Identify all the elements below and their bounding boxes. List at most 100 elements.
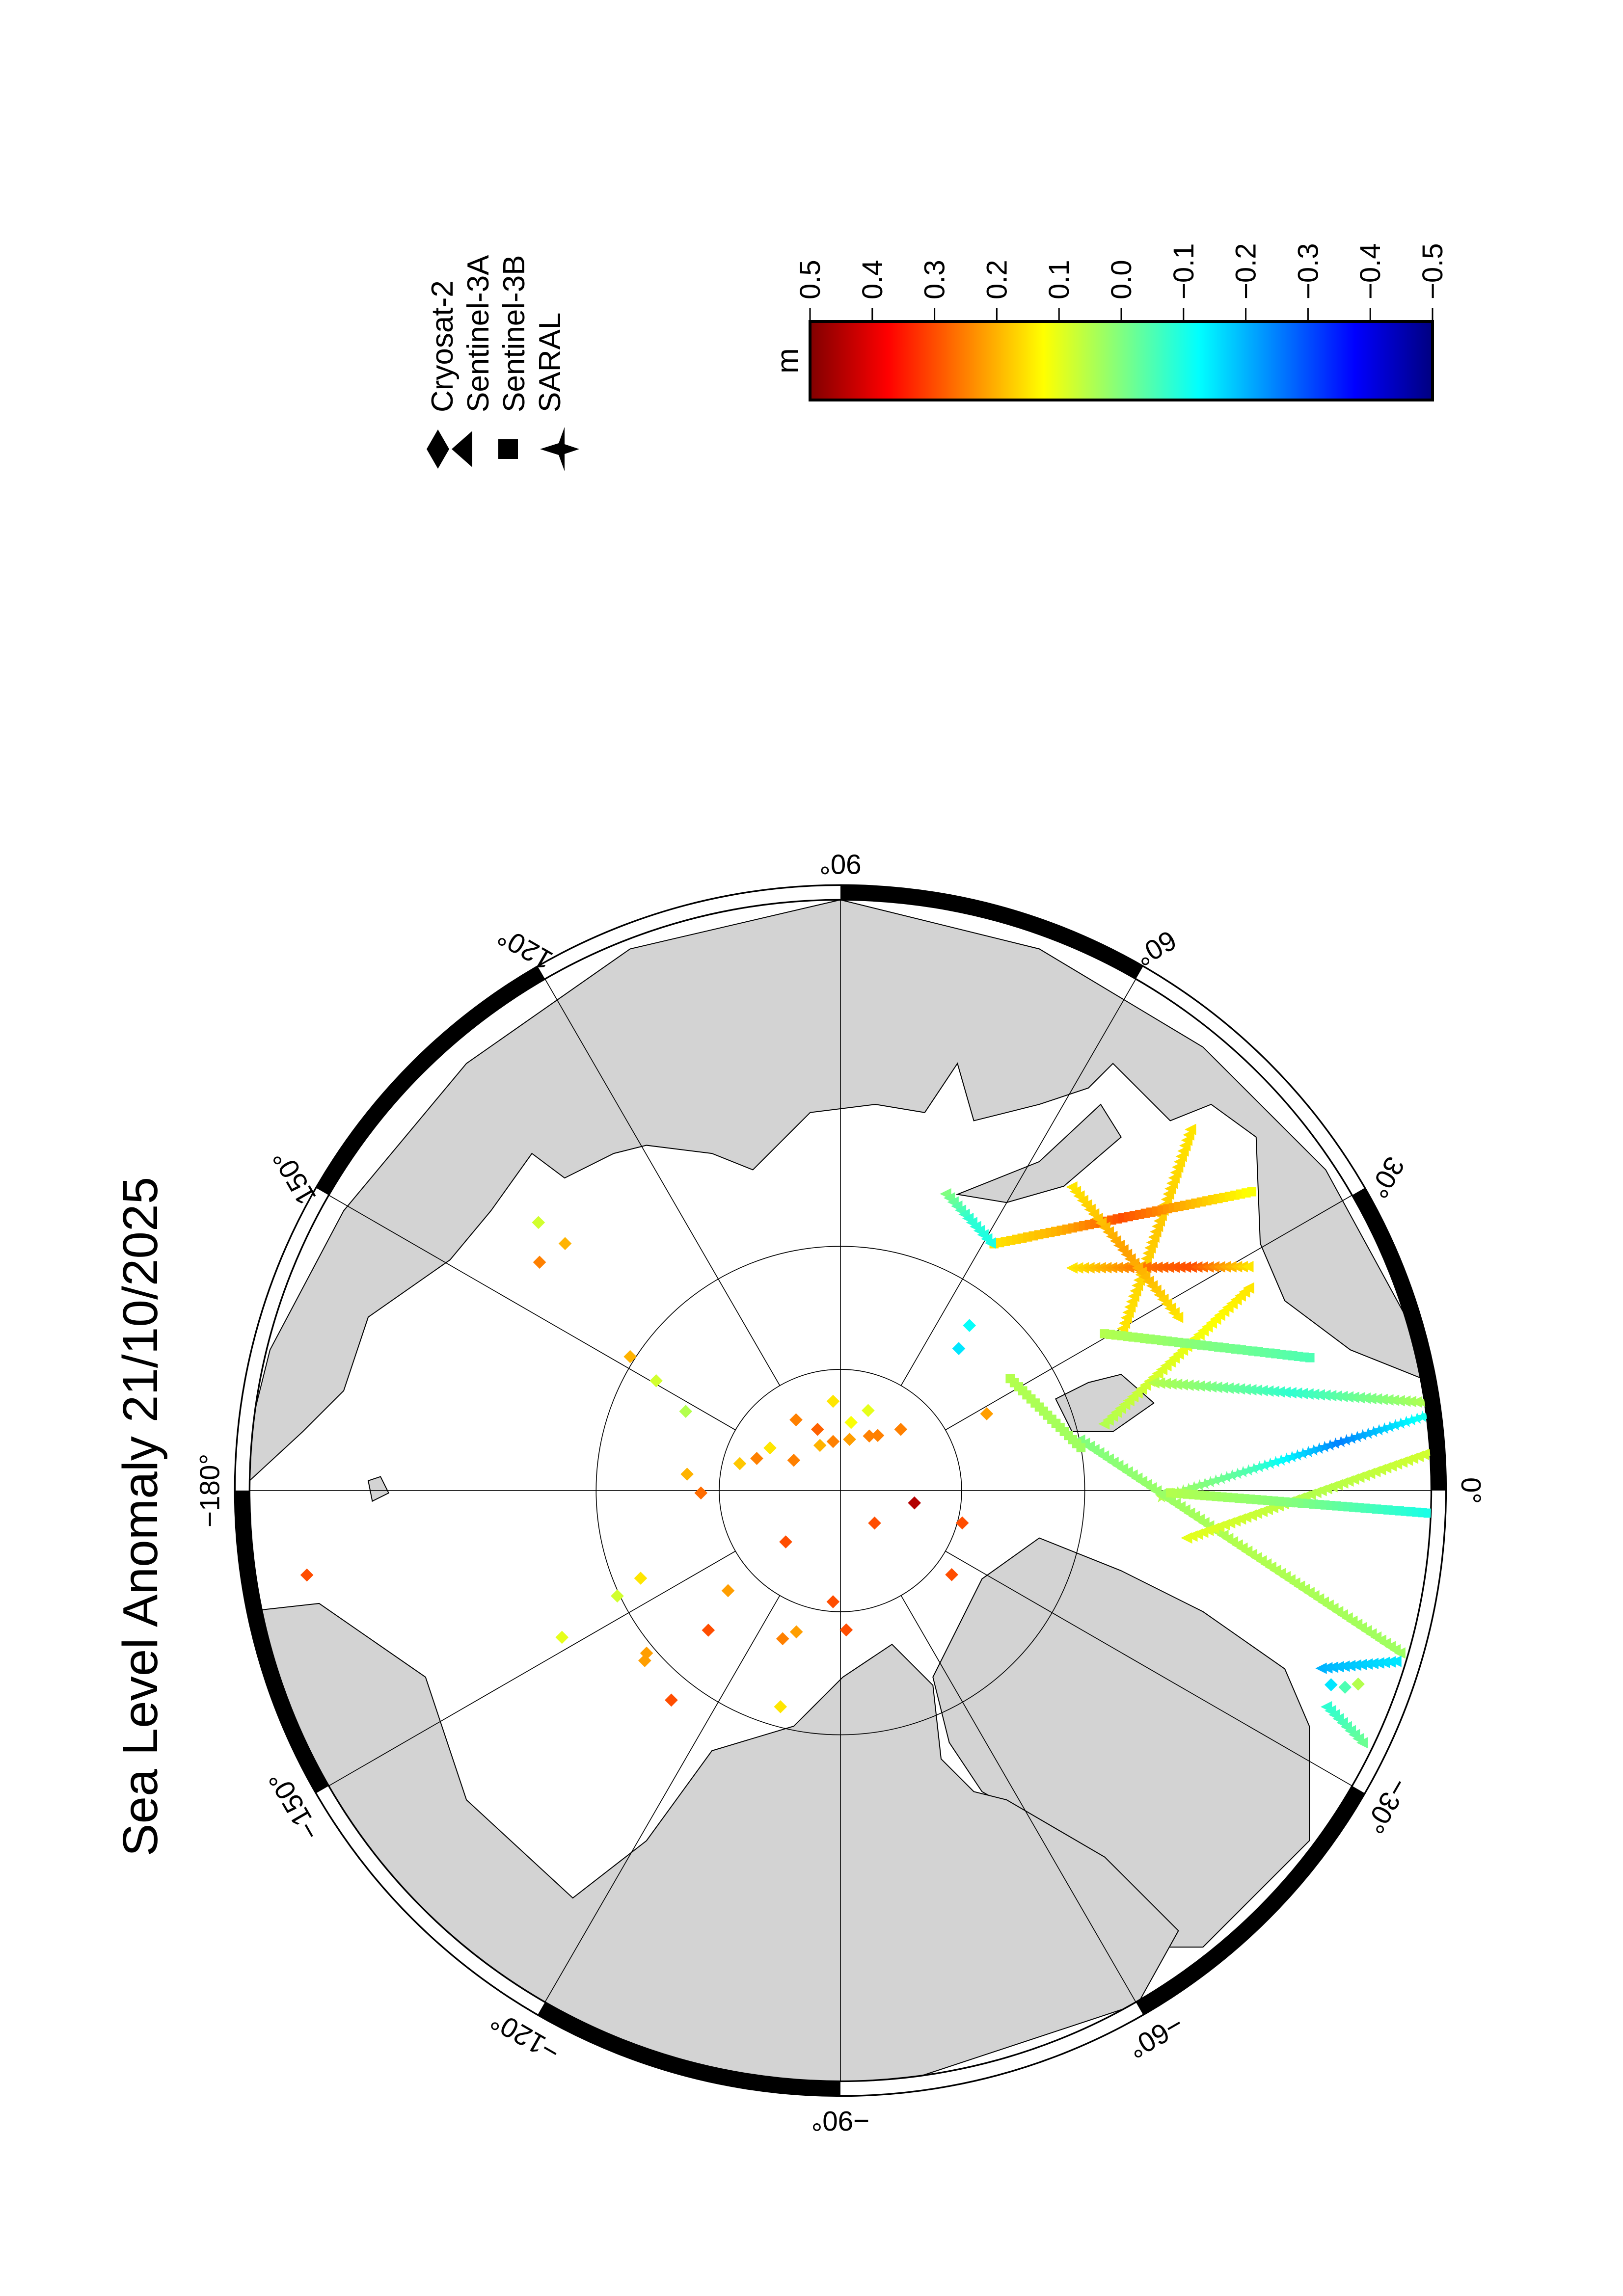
track-measurement: [1242, 1464, 1255, 1476]
measurement-point: [826, 1394, 840, 1408]
mission-legend: Cryosat-2 Sentinel-3A Sentinel-3B SARAL: [426, 255, 579, 471]
track-measurement: [1199, 1477, 1211, 1489]
meridian-line: [328, 1195, 736, 1431]
measurement-point: [862, 1404, 875, 1417]
track-measurement: [1423, 1446, 1432, 1459]
track-measurement: [1228, 1383, 1240, 1394]
track-measurement: [1395, 1417, 1407, 1429]
track-measurement: [1336, 1390, 1348, 1403]
meridian-line: [544, 979, 781, 1386]
meridian-line: [900, 979, 1136, 1386]
track-measurement: [1302, 1388, 1314, 1400]
track-measurement: [1400, 1415, 1412, 1427]
frame-segment-black: [840, 885, 1143, 979]
track-measurement: [1273, 1386, 1285, 1398]
track-measurement: [984, 1237, 997, 1249]
track-measurement: [1100, 1262, 1112, 1274]
track-measurement: [1145, 1261, 1157, 1273]
frame-segment-black: [1136, 1786, 1365, 2015]
square-icon: [498, 439, 518, 459]
meridian-line: [544, 1595, 781, 2002]
track-measurement: [1416, 1411, 1429, 1422]
track-measurement: [1338, 1660, 1350, 1672]
track-measurement: [1193, 1479, 1206, 1491]
track-measurement: [1399, 1395, 1411, 1407]
track-measurement: [1188, 1481, 1200, 1493]
track-measurement: [1268, 1386, 1279, 1397]
track-measurement: [1373, 1424, 1385, 1436]
track-measurement: [1348, 1391, 1359, 1403]
track-measurement: [1275, 1454, 1287, 1466]
track-measurement: [1208, 1261, 1220, 1273]
colorbar-tick-label: −0.5: [1417, 243, 1449, 300]
track-measurement: [1202, 1261, 1214, 1273]
track-measurement: [1376, 1393, 1388, 1405]
track-sentinel-3b: [1005, 1374, 1086, 1452]
measurement-point: [1352, 1677, 1365, 1691]
track-measurement: [1373, 1657, 1384, 1669]
frame-segment-black: [538, 2002, 840, 2096]
measurement-point: [634, 1572, 648, 1585]
track-measurement: [1325, 1389, 1337, 1402]
track-measurement: [1321, 1662, 1333, 1674]
measurement-point: [774, 1700, 787, 1713]
track-measurement: [1111, 1261, 1123, 1274]
frame-segment-black: [235, 1490, 329, 1793]
map-frame: [234, 884, 1447, 2097]
track-measurement: [1411, 1412, 1423, 1424]
altimetry-tracks: [940, 1123, 1432, 1749]
track-measurement: [1378, 1422, 1391, 1434]
triangle-icon: [452, 431, 472, 467]
track-measurement: [1253, 1461, 1266, 1472]
figure-title: Sea Level Anomaly 21/10/2025: [113, 1177, 168, 1856]
track-measurement: [1088, 1262, 1101, 1274]
meridian-line: [900, 1595, 1136, 2002]
track-measurement: [1199, 1381, 1211, 1392]
track-measurement: [1367, 1657, 1379, 1669]
measurement-point: [623, 1350, 637, 1363]
track-sentinel-3b: [989, 1187, 1257, 1249]
track-measurement: [1353, 1392, 1365, 1404]
track-measurement: [1239, 1384, 1251, 1395]
colorbar-unit-label: m: [771, 348, 805, 374]
star-icon: [540, 427, 579, 471]
track-measurement: [1286, 1450, 1298, 1463]
track-measurement: [1326, 1661, 1339, 1673]
track-measurement: [1179, 1261, 1191, 1273]
longitude-label: 0°: [1455, 1477, 1486, 1504]
track-measurement: [1174, 1261, 1186, 1273]
diamond-icon: [427, 429, 449, 469]
track-measurement: [1216, 1382, 1228, 1394]
colorbar-tick-label: 0.2: [981, 260, 1013, 299]
track-measurement: [1210, 1474, 1222, 1486]
colorbar-tick-label: −0.2: [1230, 243, 1262, 300]
track-measurement: [1215, 1472, 1228, 1484]
track-measurement: [1379, 1656, 1390, 1668]
track-measurement: [1072, 1262, 1083, 1274]
track-measurement: [1076, 1443, 1086, 1452]
track-measurement: [1248, 1462, 1260, 1474]
track-measurement: [1297, 1447, 1309, 1459]
track-measurement: [1319, 1441, 1331, 1452]
track-measurement: [1406, 1414, 1418, 1426]
measurement-point: [1338, 1681, 1352, 1694]
track-measurement: [1361, 1658, 1373, 1670]
track-measurement: [1226, 1469, 1239, 1481]
meridian-line: [945, 1550, 1352, 1787]
measurement-point: [980, 1407, 994, 1420]
longitude-label: 90°: [819, 849, 862, 880]
measurement-point: [555, 1630, 569, 1644]
track-measurement: [1171, 1311, 1184, 1323]
track-measurement: [1236, 1261, 1248, 1273]
track-measurement: [1356, 1429, 1369, 1441]
track-measurement: [1319, 1389, 1331, 1401]
track-measurement: [1191, 1261, 1203, 1273]
track-measurement: [1264, 1457, 1276, 1469]
track-measurement: [1346, 1432, 1358, 1444]
track-sentinel-3b: [1165, 1488, 1432, 1518]
track-measurement: [1285, 1387, 1297, 1399]
track-measurement: [1330, 1390, 1342, 1402]
track-measurement: [1351, 1431, 1364, 1442]
track-measurement: [1305, 1353, 1315, 1362]
